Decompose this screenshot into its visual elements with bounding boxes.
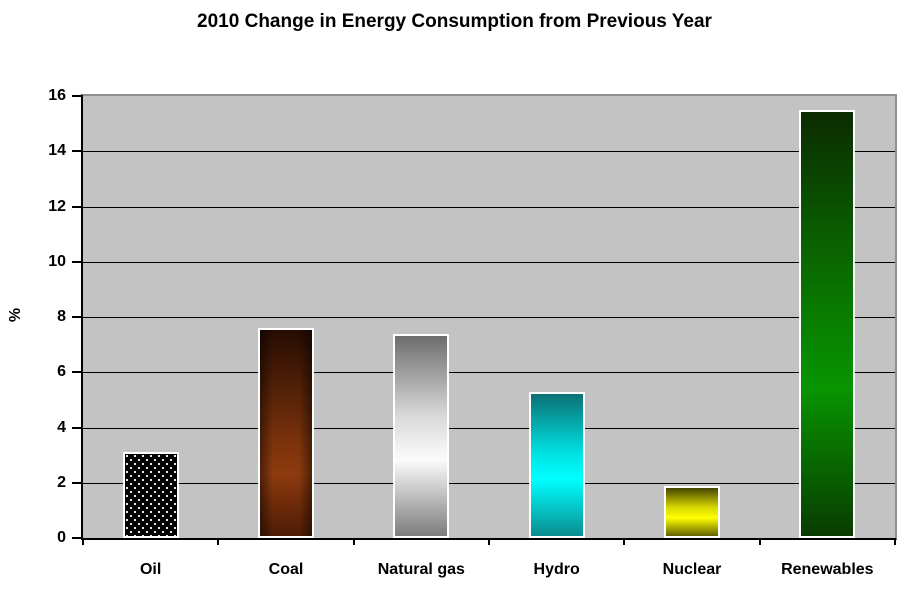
y-tick-10 [72, 260, 83, 263]
gridline-12 [83, 206, 895, 208]
bar-nuclear [664, 486, 720, 538]
y-tick-0 [72, 537, 83, 539]
x-tick-6 [894, 538, 896, 545]
y-tick-8 [72, 316, 83, 318]
x-axis-label-hydro: Hydro [533, 561, 580, 578]
chart-title: 2010 Change in Energy Consumption from P… [197, 11, 712, 32]
y-tick-2 [72, 481, 83, 484]
plot-area [81, 94, 897, 540]
y-tick-14 [72, 150, 83, 153]
gridline-6 [83, 372, 895, 374]
y-tick-16 [72, 95, 83, 97]
y-tick-12 [72, 205, 83, 208]
x-tick-1 [217, 538, 220, 545]
gridline-14 [83, 151, 895, 153]
x-tick-2 [352, 538, 355, 545]
x-tick-4 [623, 538, 626, 545]
y-tick-label-4: 4 [57, 418, 66, 436]
y-tick-4 [72, 426, 83, 429]
bar-renewables [799, 110, 856, 538]
y-tick-label-12: 12 [48, 197, 66, 215]
y-tick-label-6: 6 [57, 363, 66, 381]
bar-oil [122, 452, 179, 538]
gridline-10 [83, 261, 895, 263]
x-axis-label-oil: Oil [139, 561, 162, 578]
y-tick-6 [72, 371, 83, 374]
y-tick-label-8: 8 [57, 308, 66, 325]
x-axis-label-renewables: Renewables [781, 561, 874, 578]
y-tick-label-2: 2 [57, 473, 66, 491]
y-tick-label-10: 10 [48, 252, 66, 270]
bar-hydro [528, 392, 585, 538]
x-axis-label-coal: Coal [268, 561, 304, 578]
y-tick-label-16: 16 [48, 87, 66, 104]
y-tick-label-0: 0 [57, 529, 66, 546]
x-axis-label-nuclear: Nuclear [662, 561, 722, 578]
bar-natural-gas [393, 334, 450, 538]
gridline-8 [83, 317, 895, 318]
x-tick-5 [758, 538, 761, 545]
x-tick-3 [488, 538, 490, 545]
x-tick-0 [82, 538, 84, 545]
gridline-2 [83, 482, 895, 484]
bar-coal [258, 328, 314, 538]
gridline-4 [83, 427, 895, 429]
x-axis-label-natural-gas: Natural gas [377, 561, 465, 578]
y-tick-label-14: 14 [48, 142, 66, 160]
